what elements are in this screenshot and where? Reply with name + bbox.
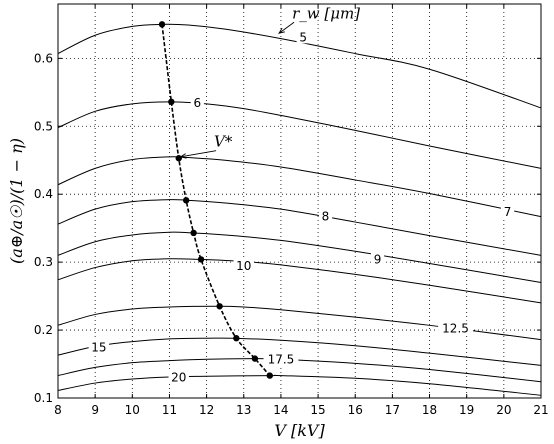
grid (58, 4, 541, 398)
annotation-label: V* (214, 133, 233, 151)
curve-label: 17.5 (268, 352, 295, 366)
y-tick-label: 0.5 (34, 119, 53, 133)
optimum-point (190, 229, 197, 237)
x-tick-label: 15 (310, 403, 325, 417)
curve-label-bg (296, 29, 310, 44)
curve-label-bg (233, 258, 254, 273)
optimum-point (251, 355, 259, 362)
x-tick-label: 19 (459, 403, 474, 417)
optimum-point (216, 303, 223, 310)
series-line-12-5 (57, 305, 542, 341)
series-line-6 (57, 101, 542, 169)
curve-label: 7 (504, 205, 512, 219)
annotation-arrow (278, 21, 295, 34)
curve-label-bg (370, 251, 385, 266)
x-axis-label: V [kV] (274, 421, 325, 440)
annotation-arrowhead (179, 153, 187, 159)
x-tick-label: 20 (496, 403, 511, 417)
optimum-curve (158, 21, 273, 379)
y-tick-label: 0.4 (34, 187, 53, 201)
x-tick-label: 8 (54, 403, 62, 417)
curve-label: 8 (322, 210, 330, 224)
optimum-point (233, 335, 240, 342)
optimum-point (266, 372, 273, 379)
annotation-arrow (180, 150, 217, 158)
optimum-point (168, 98, 175, 106)
x-tick-label: 10 (125, 403, 140, 417)
curve-label-bg (318, 208, 333, 223)
annotation-arrowhead (278, 27, 286, 34)
series-line-20 (57, 374, 542, 396)
x-tick-label: 16 (348, 403, 363, 417)
axis-ticks: 8 9 10 11 12 13 14 15 16 17 18 19 20 21 0.1 0.2 0.3 0.4 0.… (34, 4, 549, 417)
curve-label-bg (438, 320, 473, 335)
series-line-8 (57, 199, 542, 256)
curve-label: 12.5 (442, 322, 469, 336)
optimum-point (158, 21, 166, 28)
y-tick-label: 0.6 (34, 51, 53, 65)
curve-label: 20 (171, 371, 186, 385)
curve-label: 10 (236, 259, 251, 273)
annotation-label: r_w [μm] (292, 4, 360, 22)
optimum-point (175, 155, 182, 162)
series-line-15 (57, 337, 542, 366)
curve-label: 6 (194, 96, 202, 110)
curve-label-bg (190, 95, 204, 110)
x-tick-label: 12 (199, 403, 214, 417)
optimum-line (161, 24, 271, 377)
y-tick-label: 0.3 (34, 255, 53, 269)
y-tick-label: 0.1 (34, 391, 53, 405)
curve-label: 5 (299, 30, 307, 44)
curve-label-bg (263, 351, 299, 366)
x-tick-label: 17 (385, 403, 400, 417)
curve-label-bg (500, 203, 515, 218)
x-tick-label: 14 (273, 403, 288, 417)
series-line-7 (57, 156, 542, 218)
annotations: r_w [μm] V* (179, 4, 360, 159)
y-tick-label: 0.2 (34, 323, 53, 337)
x-tick-label: 9 (91, 403, 99, 417)
curve-label: 15 (91, 341, 106, 355)
series-line-5 (57, 23, 542, 109)
optimum-point (197, 256, 205, 263)
series-line-9 (57, 231, 542, 284)
y-axis-label: (a⊕/a☉)/(1 − η) (7, 138, 26, 264)
curve-label-bg (168, 369, 189, 384)
x-tick-label: 13 (236, 403, 251, 417)
curves (57, 23, 542, 396)
curve-label-bg (88, 339, 110, 354)
plot-frame (57, 3, 542, 399)
x-tick-label: 18 (422, 403, 437, 417)
curve-labels: 5 6 7 8 9 10 12.5 15 17.5 20 (88, 29, 515, 385)
x-tick-label: 11 (162, 403, 177, 417)
x-tick-label: 21 (533, 403, 548, 417)
curve-label: 9 (374, 252, 382, 266)
optimum-point (182, 197, 190, 204)
series-line-17-5 (57, 358, 542, 383)
